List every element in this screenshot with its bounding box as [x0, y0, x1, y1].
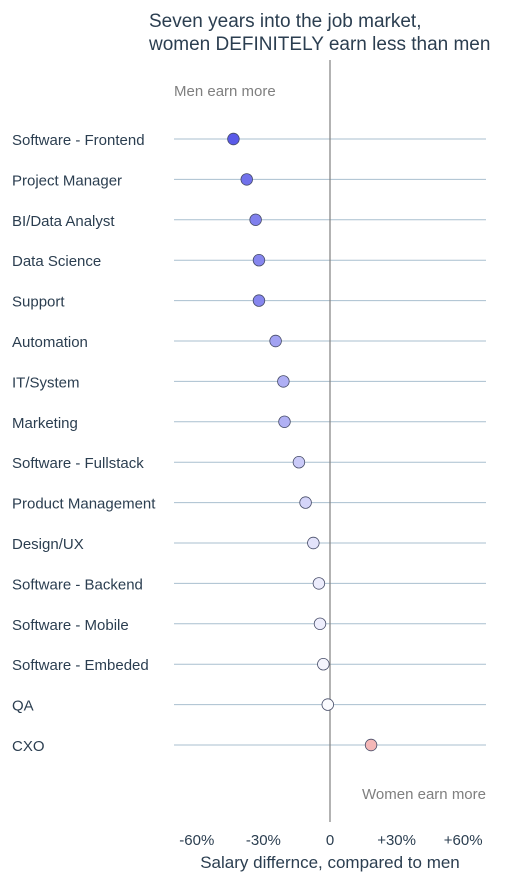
category-label: CXO [12, 738, 45, 755]
annotation-women-earn-more: Women earn more [362, 786, 486, 803]
category-label: Software - Mobile [12, 617, 129, 634]
data-point [277, 375, 290, 388]
category-label: Software - Embeded [12, 657, 149, 674]
x-tick-label: -60% [179, 832, 214, 849]
data-point [317, 658, 330, 671]
data-point [249, 213, 262, 227]
category-label: IT/System [12, 374, 80, 391]
data-point [312, 577, 326, 590]
data-point [313, 617, 327, 631]
category-label: Software - Frontend [12, 132, 145, 149]
chart-title-line: Seven years into the job market, [149, 11, 421, 32]
chart-title-line: women DEFINITELY earn less than men [148, 34, 490, 55]
data-point [227, 132, 240, 146]
data-point [364, 738, 378, 752]
x-tick-label: 0 [326, 832, 334, 849]
category-label: Software - Fullstack [12, 455, 144, 472]
x-tick-label: +30% [377, 832, 416, 849]
data-point [321, 698, 334, 711]
data-point [240, 173, 253, 186]
data-point [292, 456, 306, 469]
category-label: Automation [12, 334, 88, 351]
x-tick-labels: -60% -30% 0 +30% +60% [179, 832, 482, 849]
category-label: Data Science [12, 253, 101, 270]
data-point [278, 415, 291, 429]
data-point [252, 254, 266, 267]
category-label: Marketing [12, 415, 78, 432]
category-label: Design/UX [12, 536, 84, 553]
category-label: Software - Backend [12, 576, 143, 593]
data-point [252, 294, 266, 307]
x-axis-label: Salary differnce, compared to men [200, 853, 460, 872]
data-points [227, 132, 378, 752]
annotation-men-earn-more: Men earn more [174, 83, 276, 100]
category-label: Project Manager [12, 172, 122, 189]
x-tick-label: +60% [444, 832, 483, 849]
data-point [269, 334, 282, 348]
category-label: Product Management [12, 496, 156, 513]
chart-title: Seven years into the job market, women DE… [148, 11, 490, 55]
data-point [299, 496, 312, 509]
category-label: BI/Data Analyst [12, 213, 115, 230]
category-label: Support [12, 294, 65, 311]
category-labels: Software - Frontend Project Manager BI/Dat… [12, 132, 156, 755]
category-label: QA [12, 698, 34, 715]
data-point [307, 536, 320, 550]
x-tick-label: -30% [246, 832, 281, 849]
